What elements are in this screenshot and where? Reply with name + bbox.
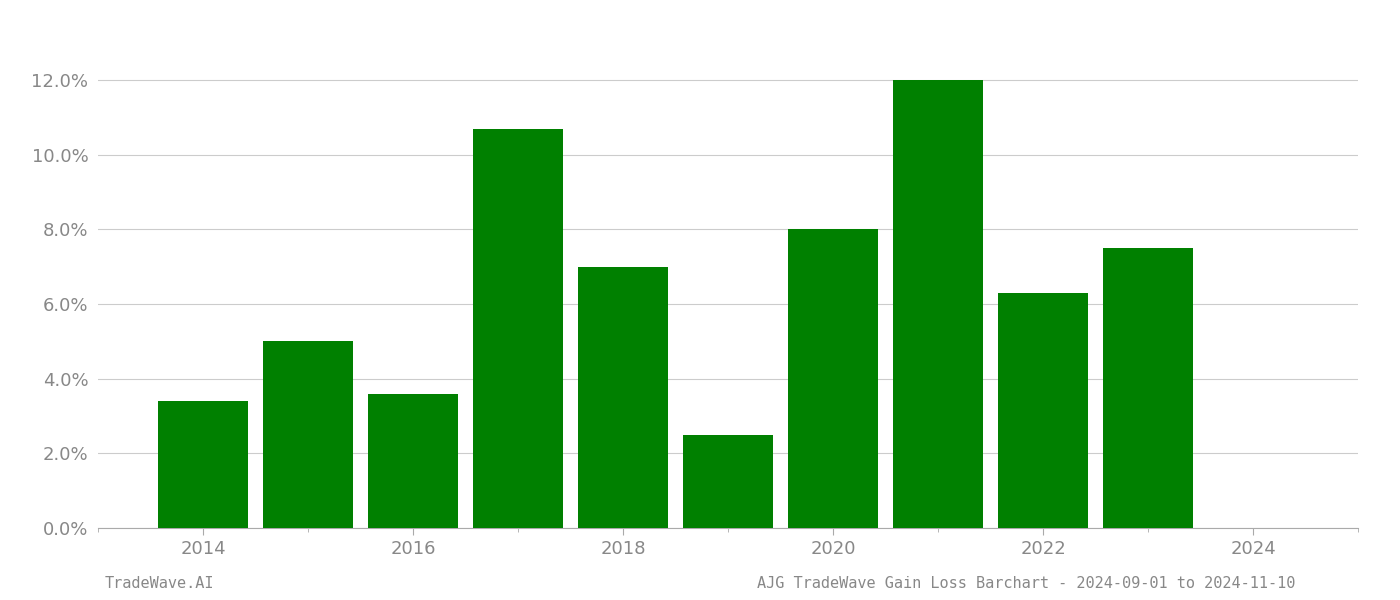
Bar [368,394,458,528]
Bar [998,293,1088,528]
Bar [683,434,773,528]
Bar [893,80,983,528]
Text: AJG TradeWave Gain Loss Barchart - 2024-09-01 to 2024-11-10: AJG TradeWave Gain Loss Barchart - 2024-… [756,576,1295,591]
Bar [158,401,248,528]
Text: TradeWave.AI: TradeWave.AI [105,576,214,591]
Bar [578,266,668,528]
Bar [1103,248,1193,528]
Bar [788,229,878,528]
Bar [263,341,353,528]
Bar [473,128,563,528]
